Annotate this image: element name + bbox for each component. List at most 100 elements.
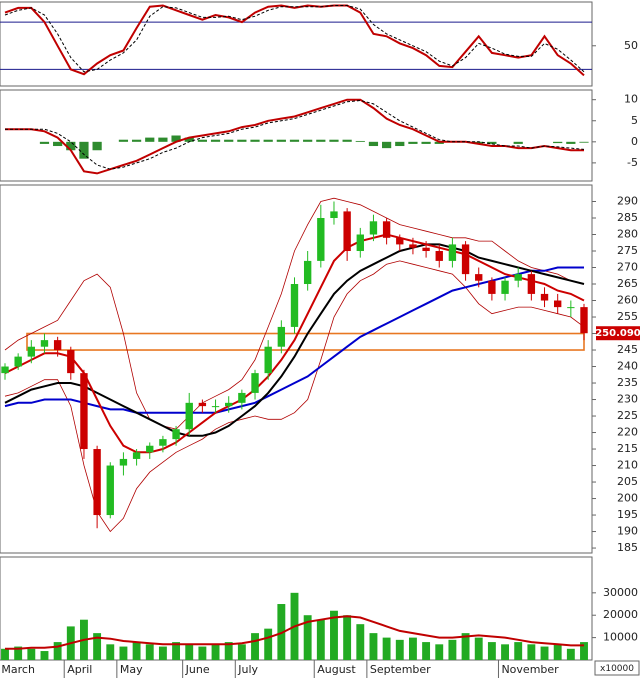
histogram-bar bbox=[579, 141, 589, 143]
volume-bar bbox=[369, 633, 378, 660]
indicator-line bbox=[4, 243, 585, 437]
volume-bar bbox=[356, 624, 365, 660]
histogram-bar bbox=[158, 137, 168, 142]
y-tick-label: 225 bbox=[617, 409, 638, 422]
candle-body bbox=[461, 244, 470, 275]
histogram-bar bbox=[553, 141, 563, 144]
candle-body bbox=[185, 402, 193, 430]
histogram-bar bbox=[263, 139, 273, 142]
indicator-line bbox=[4, 233, 585, 454]
candle-body bbox=[172, 429, 180, 440]
y-tick-label: 20000 bbox=[603, 608, 638, 621]
y-tick-label: 270 bbox=[617, 261, 638, 274]
histogram-bar bbox=[408, 141, 418, 144]
histogram-bar bbox=[210, 139, 221, 142]
candle-body bbox=[251, 373, 259, 393]
histogram-bar bbox=[237, 139, 247, 142]
indicator-line bbox=[4, 4, 585, 77]
x-tick-label: September bbox=[370, 663, 431, 676]
indicator-line bbox=[4, 197, 585, 430]
indicator-line bbox=[4, 5, 585, 73]
histogram-bar bbox=[395, 141, 405, 147]
y-tick-label: 280 bbox=[617, 228, 638, 241]
y-tick-label: 210 bbox=[617, 459, 638, 472]
candle-body bbox=[80, 373, 88, 450]
y-tick-label: 190 bbox=[617, 525, 638, 538]
candle-body bbox=[146, 445, 154, 453]
y-tick-label: 215 bbox=[617, 442, 638, 455]
volume-bar bbox=[158, 646, 167, 660]
y-tick-label: 10 bbox=[624, 93, 638, 106]
volume-bar bbox=[185, 644, 194, 660]
volume-bar bbox=[474, 637, 483, 660]
volume-bar bbox=[527, 644, 536, 660]
last-price-box bbox=[596, 326, 640, 341]
volume-bar bbox=[540, 646, 549, 660]
volume-bar bbox=[461, 633, 470, 660]
y-tick-label: -5 bbox=[627, 156, 638, 169]
volume-bar bbox=[580, 642, 588, 660]
histogram-bar bbox=[329, 139, 339, 142]
candle-body bbox=[303, 260, 312, 285]
volume-bar bbox=[395, 639, 404, 660]
histogram-bar bbox=[474, 141, 484, 144]
indicator-line bbox=[5, 615, 584, 650]
candle-body bbox=[448, 244, 457, 261]
x-tick-label: May bbox=[120, 663, 143, 676]
candle-body bbox=[409, 244, 417, 248]
candle-body bbox=[1, 366, 9, 374]
y-tick-label: 245 bbox=[617, 343, 638, 356]
last-price-label: 250.090 bbox=[595, 328, 641, 339]
unit-box bbox=[594, 660, 640, 676]
y-tick-label: 0 bbox=[631, 135, 638, 148]
candle-body bbox=[343, 211, 351, 252]
volume-bar bbox=[553, 644, 562, 660]
volume-bar bbox=[211, 644, 220, 660]
candle-body bbox=[540, 293, 549, 301]
y-tick-label: 240 bbox=[617, 360, 638, 373]
volume-bar bbox=[316, 619, 325, 660]
volume-bar bbox=[264, 628, 273, 660]
x-tick-label: March bbox=[1, 663, 35, 676]
candle-body bbox=[396, 237, 404, 245]
histogram-bar bbox=[145, 137, 155, 142]
histogram-bar bbox=[197, 139, 207, 142]
panel-frame bbox=[0, 89, 593, 182]
histogram-bar bbox=[421, 141, 431, 144]
histogram-bar bbox=[513, 141, 523, 144]
candle-body bbox=[159, 439, 167, 446]
histogram-bar bbox=[355, 140, 365, 142]
volume-bar bbox=[251, 633, 259, 660]
volume-bar bbox=[566, 648, 575, 660]
volume-bar bbox=[14, 646, 23, 660]
volume-bar bbox=[224, 642, 233, 660]
volume-bar bbox=[106, 644, 115, 660]
volume-bar bbox=[27, 648, 36, 660]
volume-bar bbox=[172, 642, 181, 660]
y-tick-label: 255 bbox=[617, 310, 638, 323]
volume-bar bbox=[53, 642, 62, 660]
candle-body bbox=[277, 326, 286, 347]
volume-bar bbox=[93, 633, 102, 660]
x-tick-label: July bbox=[237, 663, 258, 676]
candle-body bbox=[264, 346, 272, 374]
panel-frame bbox=[0, 1, 593, 87]
candle-body bbox=[580, 307, 588, 334]
y-tick-label: 275 bbox=[617, 244, 638, 257]
x-tick-label: June bbox=[185, 663, 210, 676]
candle-body bbox=[501, 280, 509, 294]
candle-body bbox=[106, 465, 114, 516]
y-tick-label: 285 bbox=[617, 211, 638, 224]
y-tick-label: 5 bbox=[631, 114, 638, 127]
support-zone bbox=[26, 332, 585, 351]
histogram-bar bbox=[434, 141, 444, 144]
candle-body bbox=[198, 402, 207, 407]
candle-body bbox=[475, 274, 483, 281]
histogram-bar bbox=[303, 139, 313, 142]
y-tick-label: 50 bbox=[624, 39, 638, 52]
x-tick-label: April bbox=[67, 663, 92, 676]
volume-bar bbox=[330, 610, 338, 660]
volume-bar bbox=[40, 651, 49, 660]
candle-body bbox=[356, 234, 364, 252]
